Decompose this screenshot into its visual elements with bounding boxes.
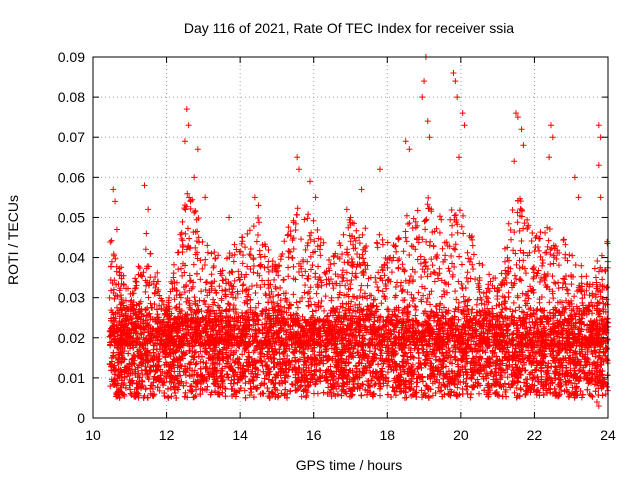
data-point [514, 379, 521, 386]
data-point [228, 377, 235, 384]
data-point [176, 301, 183, 308]
data-point [476, 390, 483, 397]
data-point [454, 384, 461, 391]
data-point [241, 387, 248, 394]
data-point [412, 312, 419, 319]
data-point [264, 384, 271, 391]
data-point [197, 358, 204, 365]
data-point [378, 347, 385, 354]
data-point [298, 393, 305, 400]
data-point [107, 383, 114, 390]
data-point [429, 392, 436, 399]
data-point [245, 353, 252, 360]
data-point [504, 315, 511, 322]
data-point [451, 353, 458, 360]
data-point [384, 369, 391, 376]
data-point [288, 381, 295, 388]
data-point [312, 307, 319, 314]
data-point [588, 392, 595, 399]
data-point [293, 347, 300, 354]
data-point [589, 393, 596, 400]
data-point [463, 386, 470, 393]
data-point [546, 309, 553, 316]
data-point [375, 361, 382, 368]
data-point [459, 385, 466, 392]
data-point [320, 389, 327, 396]
data-point [286, 366, 293, 373]
data-point [516, 304, 523, 311]
data-point [371, 382, 378, 389]
data-point [413, 383, 420, 390]
data-points [106, 54, 611, 409]
data-point [414, 346, 421, 353]
data-point [246, 392, 253, 399]
data-point [247, 385, 254, 392]
data-point [377, 392, 384, 399]
data-point [564, 350, 571, 357]
data-point [467, 394, 474, 401]
chart-title: Day 116 of 2021, Rate Of TEC Index for r… [184, 20, 514, 36]
data-point [310, 390, 317, 397]
data-point [578, 394, 585, 401]
data-point [332, 353, 339, 360]
data-point [401, 394, 408, 401]
data-point [198, 372, 205, 379]
data-point [436, 388, 443, 395]
data-point [265, 388, 272, 395]
data-point [432, 356, 439, 363]
data-point [309, 308, 316, 315]
data-point [286, 346, 293, 353]
data-point [164, 385, 171, 392]
data-point [558, 387, 565, 394]
data-point [461, 362, 468, 369]
data-point [239, 351, 246, 358]
data-point [108, 338, 115, 345]
data-point [500, 345, 507, 352]
data-point [127, 390, 134, 397]
data-point [284, 352, 291, 359]
data-point [584, 347, 591, 354]
data-point [244, 300, 251, 307]
data-point [511, 389, 518, 396]
data-point [161, 370, 168, 377]
data-point [183, 379, 190, 386]
data-point [435, 384, 442, 391]
